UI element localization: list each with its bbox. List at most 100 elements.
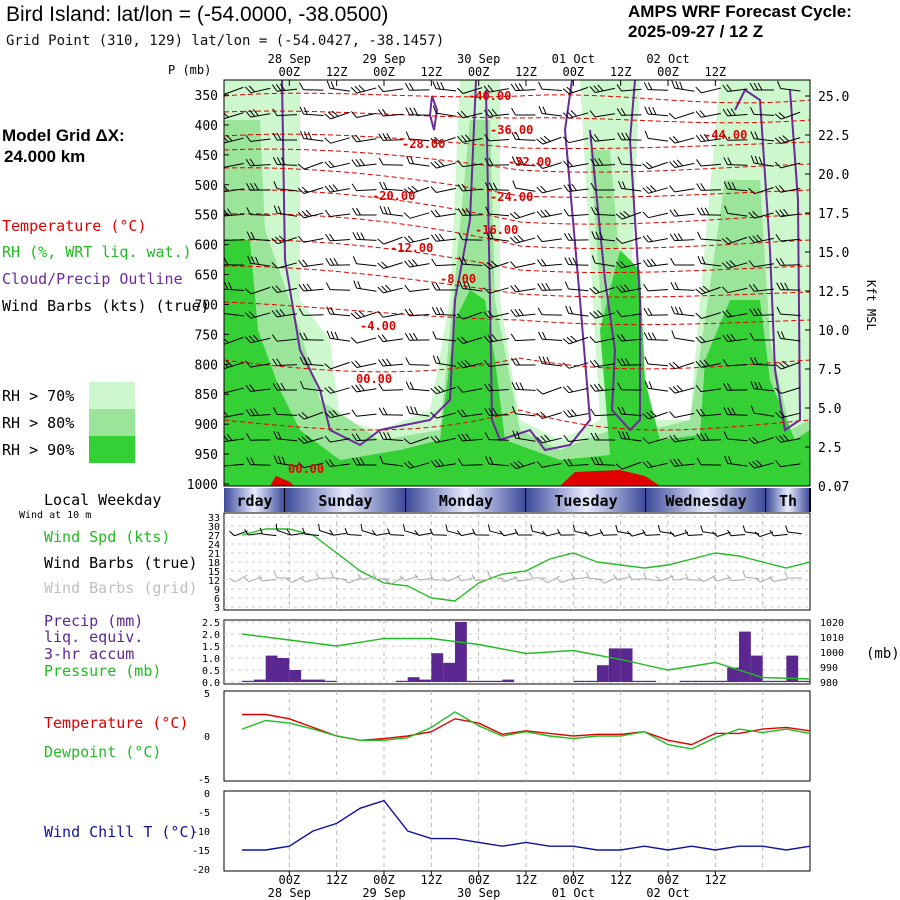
y-tick-label: 1000	[187, 478, 218, 493]
barb-feather	[616, 334, 622, 342]
forecast-cycle-value: 2025-09-27 / 12 Z	[628, 22, 764, 41]
barb-feather	[381, 334, 388, 342]
barb-feather	[562, 362, 570, 369]
wind-barb	[351, 111, 377, 118]
wind-barb	[273, 181, 298, 192]
barb-feather	[644, 106, 649, 115]
barb-feather	[328, 160, 335, 168]
windchill-panel-frame	[223, 790, 811, 872]
barb-feather	[430, 436, 437, 443]
barb-staff	[488, 439, 510, 441]
barb-feather	[597, 383, 604, 391]
barb-feather	[702, 285, 710, 292]
barb-staff	[303, 212, 324, 219]
barb-staff	[730, 578, 746, 582]
barb-feather	[722, 310, 729, 318]
pressure-y2-tick-label: 1010	[820, 633, 844, 644]
barb-feather	[536, 138, 544, 145]
barb-feather	[244, 336, 252, 344]
precip-bar	[478, 680, 491, 682]
barb-feather	[386, 133, 392, 141]
barb-feather	[385, 284, 392, 292]
barb-feather	[279, 83, 286, 91]
wind-barb	[538, 355, 563, 367]
wind-barb	[324, 361, 350, 370]
barb-feather	[599, 232, 604, 240]
barb-feather	[784, 571, 789, 579]
barb-feather	[670, 257, 675, 266]
surface-wind-barb	[487, 524, 504, 535]
barb-feather	[357, 281, 362, 289]
barb-feather	[570, 110, 578, 117]
barb-feather	[483, 287, 490, 294]
barb-staff	[595, 87, 615, 93]
barb-feather	[769, 529, 775, 537]
wind-barb	[379, 455, 404, 467]
barb-feather	[727, 407, 732, 415]
wind-barb	[512, 180, 536, 192]
wind-barb	[669, 185, 695, 193]
isotherm-36	[224, 110, 810, 124]
barb-feather	[778, 112, 786, 119]
barb-feather	[516, 431, 521, 439]
barb-feather	[672, 361, 680, 368]
wind-barb	[616, 358, 642, 366]
wind-barb	[403, 436, 430, 445]
barb-feather	[570, 572, 576, 580]
barb-staff	[409, 263, 430, 268]
barb-feather	[318, 523, 321, 531]
temperature-contours	[224, 92, 810, 431]
barb-feather	[779, 209, 785, 217]
wind-barb	[405, 107, 430, 116]
surface-wind-barb	[785, 525, 802, 535]
barb-staff	[674, 577, 689, 581]
grid-wind-barb	[570, 572, 589, 580]
barb-staff	[727, 462, 748, 467]
wind-barb	[669, 159, 695, 168]
weekday-cell	[224, 488, 285, 512]
barb-feather	[742, 570, 746, 578]
barb-feather	[272, 108, 278, 116]
barb-staff	[727, 88, 748, 92]
barb-feather	[456, 87, 464, 94]
wind-barb	[404, 284, 430, 292]
grid-wind-barb	[285, 575, 305, 583]
barb-feather	[490, 260, 498, 267]
barb-staff	[674, 337, 695, 342]
wind-barb	[483, 260, 509, 270]
barb-feather	[696, 183, 702, 191]
barb-feather	[621, 406, 626, 415]
barb-feather	[351, 409, 357, 417]
barb-staff	[330, 387, 350, 394]
barb-staff	[780, 463, 801, 468]
barb-staff	[376, 532, 390, 536]
barb-feather	[511, 357, 516, 366]
wind-barb	[432, 105, 456, 117]
barb-feather	[245, 433, 251, 441]
barb-feather	[513, 461, 521, 468]
wind-barb	[224, 305, 245, 317]
surface-wind-barb	[302, 527, 320, 537]
barb-feather	[593, 384, 600, 392]
barb-staff	[754, 288, 775, 292]
barb-feather	[226, 134, 233, 142]
barb-staff	[515, 138, 536, 141]
wind-barb	[668, 384, 695, 394]
barb-staff	[518, 578, 532, 582]
barb-staff	[489, 463, 510, 467]
barb-feather	[749, 82, 755, 91]
barb-staff	[383, 213, 404, 217]
barb-feather	[593, 85, 600, 92]
wind-barb	[774, 135, 801, 144]
wind-barb	[430, 136, 456, 145]
wind-barb	[589, 383, 616, 392]
wind-barb	[271, 262, 297, 269]
barb-feather	[594, 457, 600, 465]
barb-feather	[517, 234, 524, 242]
barb-feather	[589, 110, 596, 118]
barb-feather	[530, 524, 533, 532]
barb-staff	[542, 113, 563, 117]
barb-feather	[245, 158, 251, 167]
wind-barb	[224, 433, 244, 443]
